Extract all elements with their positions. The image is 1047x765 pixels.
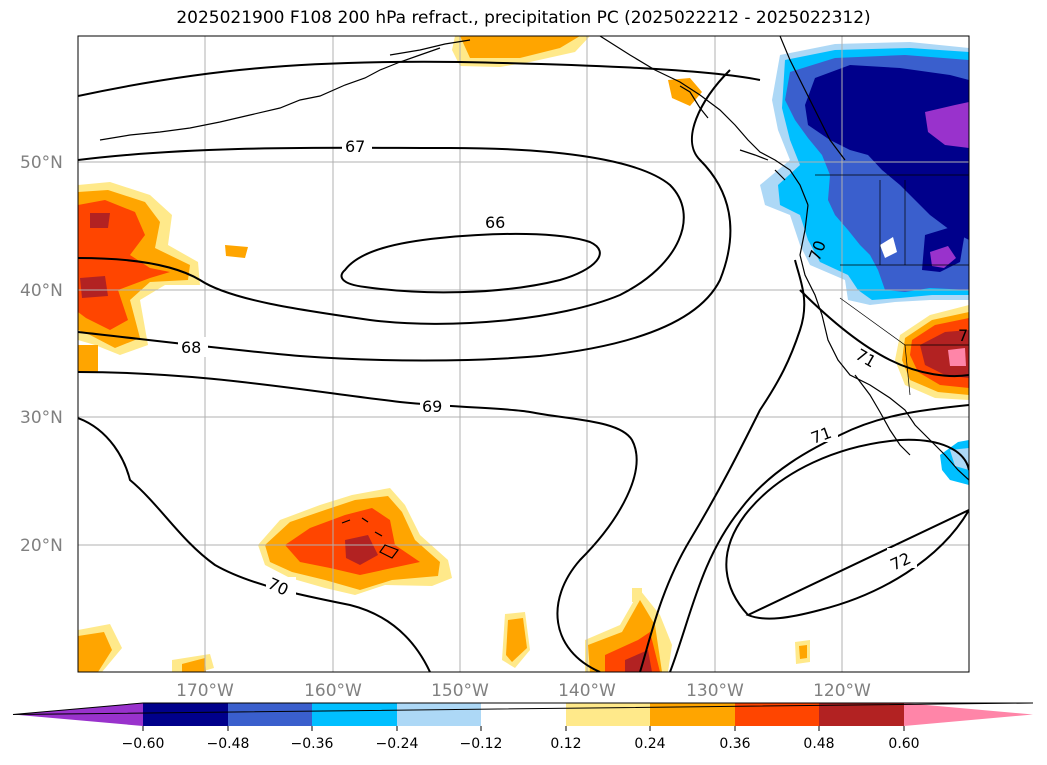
- colorbar-tick-label: 0.48: [803, 736, 834, 752]
- colorbar-tick-label: −0.60: [122, 736, 165, 752]
- colorbar-tick-label: 0.24: [634, 736, 665, 752]
- colorbar-outline: [12, 702, 1034, 715]
- latitude-labels: 50°N 40°N 30°N 20°N: [20, 153, 63, 556]
- colorbar-segment: [650, 703, 735, 726]
- colorbar-segment: [13, 703, 143, 726]
- lon-label-150w: 150°W: [431, 681, 489, 701]
- colorbar-segment: [228, 703, 312, 726]
- colorbar-tick-label: −0.48: [207, 736, 250, 752]
- lon-label-130w: 130°W: [686, 681, 744, 701]
- borders: [815, 174, 969, 396]
- colorbar: −0.60 −0.48 −0.36 −0.24 −0.12 0.12 0.24 0.36 0.4…: [12, 702, 1034, 752]
- colorbar-segment: [819, 703, 904, 726]
- map-frame: [77, 35, 970, 673]
- lon-label-140w: 140°W: [558, 681, 616, 701]
- colorbar-segment: [481, 703, 566, 726]
- colorbar-segment: [566, 703, 650, 726]
- colorbar-tick-label: 0.36: [719, 736, 750, 752]
- colorbar-tick-label: 0.60: [888, 736, 919, 752]
- colorbar-tick-label: 0.12: [550, 736, 581, 752]
- lon-label-170w: 170°W: [176, 681, 234, 701]
- refractivity-contours: [78, 60, 969, 672]
- lat-label-30n: 30°N: [20, 408, 63, 428]
- contour-label-66: 66: [485, 213, 505, 232]
- precip-positive-shading: [78, 36, 969, 672]
- colorbar-tick-label: −0.36: [291, 736, 334, 752]
- lat-label-50n: 50°N: [20, 153, 63, 173]
- colorbar-segment: [735, 703, 819, 726]
- map-area: [78, 36, 969, 672]
- colorbar-tick-label: −0.24: [376, 736, 419, 752]
- lon-label-160w: 160°W: [304, 681, 362, 701]
- lat-label-20n: 20°N: [20, 536, 63, 556]
- colorbar-segment: [143, 703, 228, 726]
- contour-label-69: 69: [422, 397, 442, 416]
- colorbar-segment: [312, 703, 397, 726]
- precip-negative-shading: [760, 42, 969, 485]
- lat-label-40n: 40°N: [20, 281, 63, 301]
- contour-label-67: 67: [345, 137, 365, 156]
- contour-label-edge: 7: [958, 326, 968, 345]
- colorbar-segment: [904, 703, 1033, 726]
- lon-label-120w: 120°W: [813, 681, 871, 701]
- colorbar-tick-label: −0.12: [460, 736, 503, 752]
- colorbar-segment: [397, 703, 481, 726]
- chart-title: 2025021900 F108 200 hPa refract., precip…: [176, 8, 871, 28]
- contour-label-68: 68: [181, 338, 201, 357]
- longitude-labels: 170°W 160°W 150°W 140°W 130°W 120°W: [176, 681, 871, 701]
